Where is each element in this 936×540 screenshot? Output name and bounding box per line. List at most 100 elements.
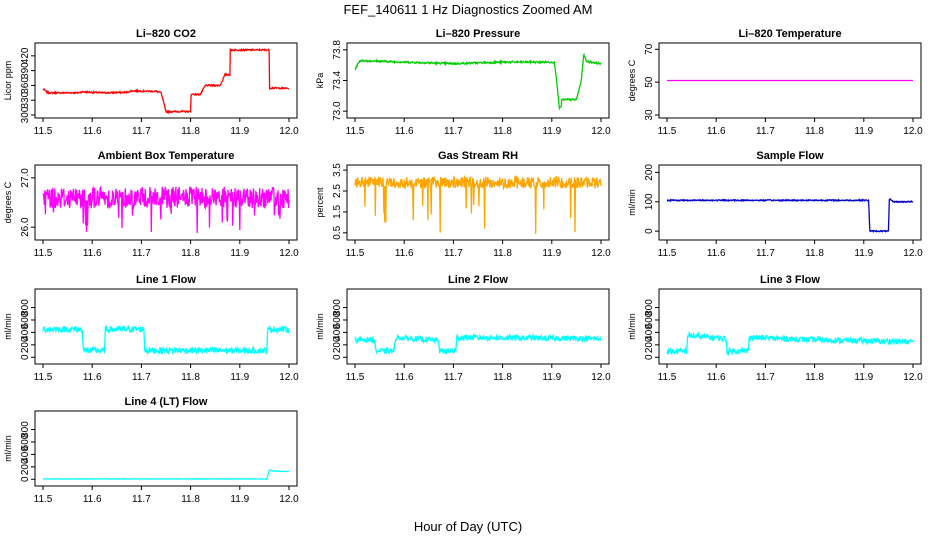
y-tick-label: 800: [20, 299, 31, 316]
x-tick-label: 11.7: [756, 126, 775, 137]
y-tick-label: 200: [644, 164, 655, 181]
y-tick-label: 0: [20, 476, 31, 482]
y-tick-label: 73.4: [332, 70, 343, 90]
x-tick-label: 11.8: [181, 494, 200, 505]
x-tick-label: 11.7: [444, 126, 463, 137]
x-tick-label: 11.7: [132, 126, 151, 137]
x-tick-label: 11.5: [658, 248, 677, 259]
y-tick-label: 600: [20, 311, 31, 328]
x-tick-label: 11.7: [756, 248, 775, 259]
x-tick-label: 11.7: [756, 372, 775, 383]
y-tick-label: 800: [332, 299, 343, 316]
series-line: [354, 52, 602, 111]
main-title: FEF_140611 1 Hz Diagnostics Zoomed AM: [343, 2, 592, 17]
x-tick-label: 11.5: [346, 126, 365, 137]
y-axis-label: percent: [315, 187, 325, 218]
plot-frame: [346, 42, 610, 119]
x-tick-label: 11.6: [707, 372, 726, 383]
series-line: [354, 332, 602, 355]
y-tick-label: 3.5: [332, 163, 343, 177]
x-tick-label: 11.9: [230, 126, 249, 137]
x-tick-label: 11.6: [707, 248, 726, 259]
y-tick-label: 27.0: [20, 168, 31, 188]
y-tick-label: 0: [20, 354, 31, 360]
plot-frame: [346, 164, 610, 241]
y-tick-label: 400: [332, 324, 343, 341]
x-tick-label: 12.0: [591, 372, 611, 383]
plot-frame: [34, 42, 298, 119]
x-tick-label: 11.5: [346, 248, 365, 259]
y-axis-label: kPa: [315, 73, 325, 89]
x-tick-label: 11.9: [230, 372, 249, 383]
panel-1: Li–820 CO2 11.5 11.6 11.7 11.8 11.9 12.0 300330…: [3, 28, 299, 137]
y-tick-label: 360: [20, 77, 31, 94]
x-tick-label: 11.8: [805, 372, 824, 383]
y-tick-label: 50: [644, 76, 655, 88]
x-tick-label: 11.5: [34, 494, 53, 505]
y-tick-label: 600: [332, 311, 343, 328]
series-line: [42, 469, 290, 480]
y-tick-label: 100: [644, 193, 655, 210]
x-tick-label: 12.0: [903, 248, 923, 259]
panel-4: Ambient Box Temperature 11.5 11.6 11.7 11.8 1…: [3, 150, 299, 259]
panel-title: Sample Flow: [756, 150, 824, 162]
y-tick-label: 26.0: [20, 217, 31, 237]
panel-title: Line 4 (LT) Flow: [125, 396, 208, 408]
y-tick-label: 0: [332, 354, 343, 360]
x-tick-label: 11.8: [805, 126, 824, 137]
y-tick-label: 300: [20, 106, 31, 123]
series-line: [42, 47, 290, 115]
panel-10: Line 4 (LT) Flow 11.5 11.6 11.7 11.8 11.9 12.0…: [3, 396, 299, 505]
series-line: [354, 174, 602, 234]
x-tick-label: 11.7: [444, 372, 463, 383]
y-tick-label: 800: [20, 421, 31, 438]
y-tick-label: 400: [20, 446, 31, 463]
panel-9: Line 3 Flow 11.5 11.6 11.7 11.8 11.9 12.0 02004…: [627, 274, 923, 383]
x-tick-label: 12.0: [903, 372, 923, 383]
panel-6: Sample Flow 11.5 11.6 11.7 11.8 11.9 12.0 0 100 2…: [627, 150, 923, 259]
x-tick-label: 11.7: [132, 248, 151, 259]
y-tick-label: 30: [644, 109, 655, 121]
y-tick-label: 330: [20, 91, 31, 108]
x-tick-label: 12.0: [279, 494, 299, 505]
y-axis-label: Licor ppm: [3, 61, 13, 101]
plot-frame: [658, 164, 922, 241]
y-tick-label: 2.5: [332, 184, 343, 198]
x-tick-label: 11.9: [542, 126, 561, 137]
panel-7: Line 1 Flow 11.5 11.6 11.7 11.8 11.9 12.0 02004…: [3, 274, 299, 383]
y-axis-label: ml/min: [627, 189, 637, 216]
y-tick-label: 0: [644, 228, 655, 234]
plot-frame: [658, 288, 922, 365]
y-tick-label: 200: [332, 336, 343, 353]
y-axis-label: degrees C: [3, 181, 13, 223]
y-tick-label: 200: [20, 458, 31, 475]
x-tick-label: 11.6: [83, 494, 102, 505]
x-tick-label: 11.8: [181, 126, 200, 137]
y-axis-label: ml/min: [3, 435, 13, 462]
y-axis-label: ml/min: [3, 313, 13, 340]
x-tick-label: 11.9: [854, 372, 873, 383]
series-line: [666, 198, 914, 234]
x-tick-label: 11.7: [132, 494, 151, 505]
y-tick-label: 200: [644, 336, 655, 353]
panel-2: Li–820 Pressure 11.5 11.6 11.7 11.8 11.9 12.0 7…: [315, 28, 611, 137]
y-tick-label: 73.0: [332, 101, 343, 121]
panel-title: Gas Stream RH: [438, 150, 518, 162]
y-axis-label: degrees C: [627, 59, 637, 101]
y-tick-label: 600: [20, 433, 31, 450]
y-tick-label: 73.8: [332, 40, 343, 60]
x-tick-label: 11.8: [805, 248, 824, 259]
y-tick-label: 800: [644, 299, 655, 316]
panel-3: Li–820 Temperature 11.5 11.6 11.7 11.8 11.9 12…: [627, 28, 923, 137]
panel-title: Line 2 Flow: [448, 274, 508, 286]
plot-frame: [346, 288, 610, 365]
x-tick-label: 12.0: [279, 372, 299, 383]
x-axis-label: Hour of Day (UTC): [414, 519, 522, 534]
y-axis-label: ml/min: [627, 313, 637, 340]
x-tick-label: 11.6: [395, 372, 414, 383]
x-tick-label: 11.8: [493, 126, 512, 137]
x-tick-label: 11.6: [83, 126, 102, 137]
y-axis-label: ml/min: [315, 313, 325, 340]
x-tick-label: 11.9: [854, 126, 873, 137]
